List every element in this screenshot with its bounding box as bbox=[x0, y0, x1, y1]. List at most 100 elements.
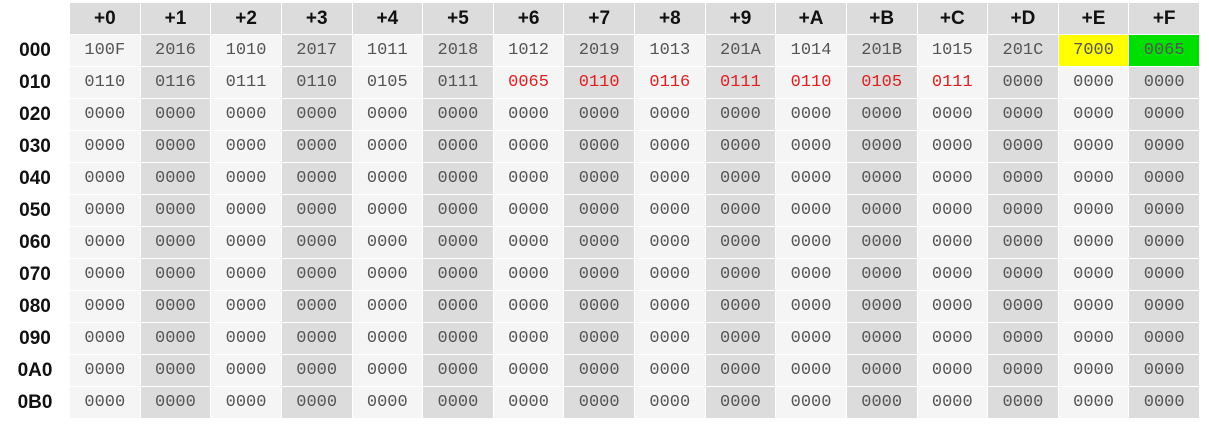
memory-cell[interactable]: 0000 bbox=[776, 355, 846, 386]
memory-cell[interactable]: 0000 bbox=[352, 291, 423, 322]
memory-cell[interactable]: 0000 bbox=[846, 99, 917, 130]
memory-cell[interactable]: 0000 bbox=[1058, 131, 1129, 162]
memory-cell[interactable]: 0000 bbox=[211, 99, 281, 130]
memory-cell[interactable]: 0000 bbox=[140, 131, 211, 162]
memory-cell[interactable]: 0000 bbox=[635, 355, 705, 386]
memory-cell[interactable]: 0000 bbox=[988, 323, 1058, 354]
memory-cell[interactable]: 0000 bbox=[70, 131, 140, 162]
memory-cell[interactable]: 0000 bbox=[564, 99, 634, 130]
memory-cell[interactable]: 0000 bbox=[988, 195, 1058, 226]
memory-cell[interactable]: 0000 bbox=[1058, 291, 1129, 322]
memory-cell[interactable]: 0000 bbox=[1058, 259, 1129, 290]
memory-cell[interactable]: 0000 bbox=[776, 387, 846, 418]
memory-cell[interactable]: 0000 bbox=[776, 163, 846, 194]
memory-cell[interactable]: 0000 bbox=[705, 195, 776, 226]
memory-cell[interactable]: 0000 bbox=[1129, 387, 1199, 418]
memory-cell[interactable]: 0000 bbox=[281, 195, 352, 226]
memory-cell[interactable]: 0000 bbox=[211, 387, 281, 418]
memory-cell[interactable]: 0000 bbox=[493, 195, 564, 226]
memory-cell[interactable]: 0000 bbox=[423, 163, 493, 194]
memory-cell[interactable]: 0110 bbox=[564, 67, 634, 98]
memory-cell[interactable]: 0000 bbox=[564, 259, 634, 290]
memory-cell[interactable]: 0000 bbox=[988, 163, 1058, 194]
memory-cell[interactable]: 0000 bbox=[564, 227, 634, 258]
memory-cell[interactable]: 0000 bbox=[281, 387, 352, 418]
memory-cell[interactable]: 0000 bbox=[211, 323, 281, 354]
memory-cell[interactable]: 0000 bbox=[211, 291, 281, 322]
memory-cell[interactable]: 0000 bbox=[1129, 227, 1199, 258]
memory-cell[interactable]: 0000 bbox=[423, 323, 493, 354]
memory-cell[interactable]: 0000 bbox=[635, 323, 705, 354]
memory-cell[interactable]: 0000 bbox=[705, 131, 776, 162]
memory-cell[interactable]: 0110 bbox=[776, 67, 846, 98]
memory-cell[interactable]: 0000 bbox=[988, 387, 1058, 418]
memory-cell[interactable]: 0000 bbox=[635, 387, 705, 418]
memory-cell[interactable]: 0000 bbox=[564, 163, 634, 194]
memory-cell[interactable]: 0000 bbox=[281, 323, 352, 354]
memory-cell[interactable]: 0000 bbox=[846, 387, 917, 418]
memory-cell[interactable]: 0000 bbox=[281, 99, 352, 130]
memory-cell[interactable]: 0000 bbox=[776, 131, 846, 162]
memory-cell[interactable]: 0065 bbox=[1129, 35, 1199, 66]
memory-cell[interactable]: 0000 bbox=[705, 291, 776, 322]
memory-cell[interactable]: 2019 bbox=[564, 35, 634, 66]
memory-cell[interactable]: 0000 bbox=[988, 291, 1058, 322]
memory-cell[interactable]: 0000 bbox=[140, 195, 211, 226]
memory-cell[interactable]: 201C bbox=[988, 35, 1058, 66]
memory-cell[interactable]: 0000 bbox=[705, 163, 776, 194]
memory-cell[interactable]: 0000 bbox=[1058, 99, 1129, 130]
memory-cell[interactable]: 0000 bbox=[352, 131, 423, 162]
memory-cell[interactable]: 0000 bbox=[917, 323, 988, 354]
memory-cell[interactable]: 0000 bbox=[635, 195, 705, 226]
memory-cell[interactable]: 201A bbox=[705, 35, 776, 66]
memory-cell[interactable]: 2016 bbox=[140, 35, 211, 66]
memory-cell[interactable]: 0000 bbox=[423, 355, 493, 386]
memory-cell[interactable]: 0000 bbox=[211, 195, 281, 226]
memory-cell[interactable]: 0000 bbox=[564, 387, 634, 418]
memory-cell[interactable]: 0000 bbox=[635, 131, 705, 162]
memory-cell[interactable]: 0000 bbox=[635, 227, 705, 258]
memory-cell[interactable]: 0000 bbox=[493, 99, 564, 130]
memory-cell[interactable]: 0000 bbox=[211, 163, 281, 194]
memory-cell[interactable]: 0000 bbox=[988, 355, 1058, 386]
memory-cell[interactable]: 0000 bbox=[705, 99, 776, 130]
memory-cell[interactable]: 1014 bbox=[776, 35, 846, 66]
memory-cell[interactable]: 0000 bbox=[140, 387, 211, 418]
memory-cell[interactable]: 0000 bbox=[211, 227, 281, 258]
memory-cell[interactable]: 0000 bbox=[423, 387, 493, 418]
memory-cell[interactable]: 0000 bbox=[140, 355, 211, 386]
memory-cell[interactable]: 0000 bbox=[493, 163, 564, 194]
memory-cell[interactable]: 0000 bbox=[1058, 67, 1129, 98]
memory-cell[interactable]: 0110 bbox=[70, 67, 140, 98]
memory-cell[interactable]: 0000 bbox=[423, 227, 493, 258]
memory-cell[interactable]: 0000 bbox=[70, 195, 140, 226]
memory-cell[interactable]: 0000 bbox=[493, 291, 564, 322]
memory-cell[interactable]: 100F bbox=[70, 35, 140, 66]
memory-cell[interactable]: 0000 bbox=[846, 163, 917, 194]
memory-cell[interactable]: 0000 bbox=[635, 99, 705, 130]
memory-cell[interactable]: 0000 bbox=[1058, 387, 1129, 418]
memory-cell[interactable]: 0000 bbox=[70, 259, 140, 290]
memory-cell[interactable]: 0000 bbox=[70, 163, 140, 194]
memory-cell[interactable]: 0000 bbox=[140, 323, 211, 354]
memory-cell[interactable]: 0000 bbox=[281, 131, 352, 162]
memory-cell[interactable]: 0000 bbox=[352, 323, 423, 354]
memory-cell[interactable]: 0000 bbox=[564, 291, 634, 322]
memory-cell[interactable]: 0110 bbox=[281, 67, 352, 98]
memory-cell[interactable]: 0000 bbox=[140, 163, 211, 194]
memory-cell[interactable]: 0000 bbox=[564, 323, 634, 354]
memory-cell[interactable]: 0116 bbox=[140, 67, 211, 98]
memory-cell[interactable]: 0000 bbox=[493, 355, 564, 386]
memory-cell[interactable]: 0000 bbox=[776, 99, 846, 130]
memory-cell[interactable]: 0111 bbox=[917, 67, 988, 98]
memory-cell[interactable]: 0000 bbox=[635, 163, 705, 194]
memory-cell[interactable]: 0000 bbox=[1129, 131, 1199, 162]
memory-cell[interactable]: 0000 bbox=[70, 355, 140, 386]
memory-cell[interactable]: 0000 bbox=[493, 387, 564, 418]
memory-cell[interactable]: 0000 bbox=[917, 291, 988, 322]
memory-cell[interactable]: 0116 bbox=[635, 67, 705, 98]
memory-cell[interactable]: 2018 bbox=[423, 35, 493, 66]
memory-cell[interactable]: 0000 bbox=[1058, 195, 1129, 226]
memory-cell[interactable]: 0000 bbox=[281, 227, 352, 258]
memory-cell[interactable]: 0000 bbox=[564, 131, 634, 162]
